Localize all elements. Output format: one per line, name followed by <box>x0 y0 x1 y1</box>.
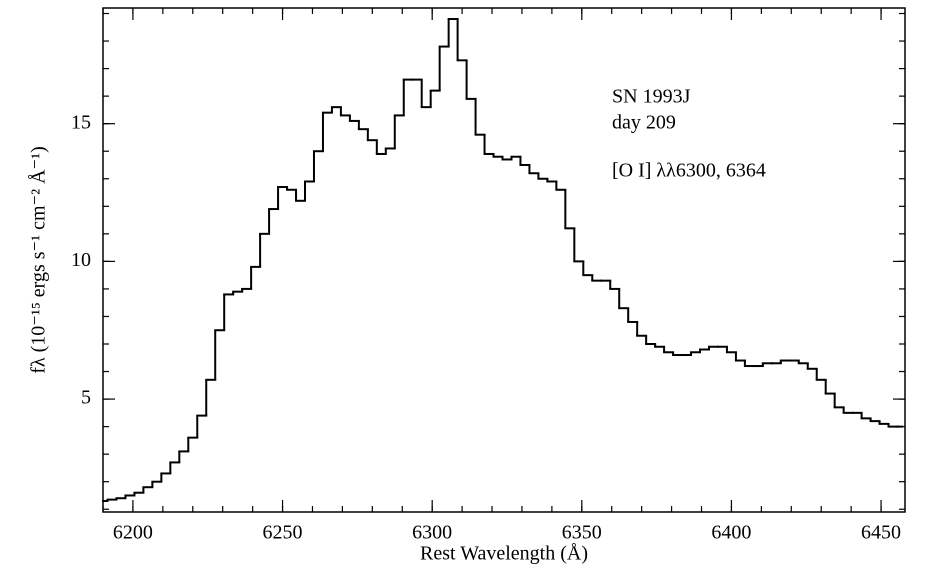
x-tick-label: 6200 <box>113 522 153 544</box>
x-tick-label: 6400 <box>711 522 751 544</box>
plot-frame <box>102 7 906 513</box>
y-tick-label: 10 <box>71 249 91 271</box>
annotation: SN 1993J <box>612 86 691 108</box>
y-tick-label: 5 <box>81 387 91 409</box>
x-tick-label: 6450 <box>861 522 901 544</box>
y-axis-label: fλ (10⁻¹⁵ ergs s⁻¹ cm⁻² Å⁻¹) <box>28 146 50 373</box>
x-tick-label: 6250 <box>263 522 303 544</box>
annotation: [O I] λλ6300, 6364 <box>612 160 766 182</box>
annotation: day 209 <box>612 112 676 134</box>
x-tick-label: 6300 <box>412 522 452 544</box>
x-axis-label: Rest Wavelength (Å) <box>420 543 588 565</box>
y-tick-label: 15 <box>71 111 91 133</box>
x-tick-label: 6350 <box>562 522 602 544</box>
